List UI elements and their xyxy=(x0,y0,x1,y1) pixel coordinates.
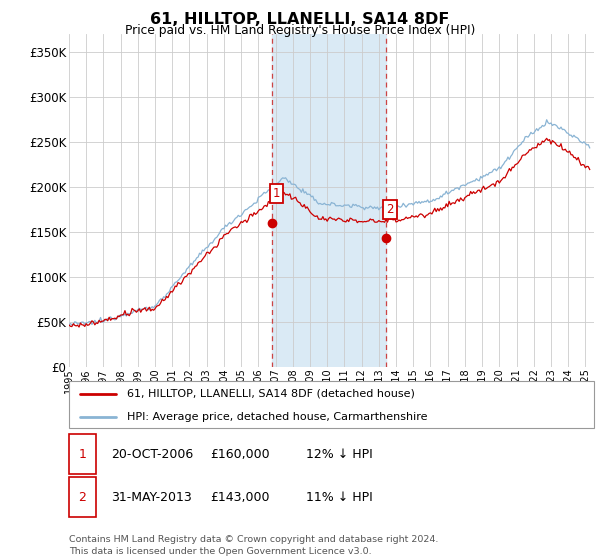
Text: 2: 2 xyxy=(386,203,394,216)
Bar xyxy=(272,34,386,367)
Text: 12% ↓ HPI: 12% ↓ HPI xyxy=(306,447,373,461)
Text: £160,000: £160,000 xyxy=(210,447,269,461)
Text: HPI: Average price, detached house, Carmarthenshire: HPI: Average price, detached house, Carm… xyxy=(127,412,427,422)
Text: This data is licensed under the Open Government Licence v3.0.: This data is licensed under the Open Gov… xyxy=(69,547,371,556)
Text: 61, HILLTOP, LLANELLI, SA14 8DF: 61, HILLTOP, LLANELLI, SA14 8DF xyxy=(151,12,449,27)
Text: Price paid vs. HM Land Registry's House Price Index (HPI): Price paid vs. HM Land Registry's House … xyxy=(125,24,475,36)
FancyBboxPatch shape xyxy=(69,381,594,428)
Text: Contains HM Land Registry data © Crown copyright and database right 2024.: Contains HM Land Registry data © Crown c… xyxy=(69,535,439,544)
Text: 61, HILLTOP, LLANELLI, SA14 8DF (detached house): 61, HILLTOP, LLANELLI, SA14 8DF (detache… xyxy=(127,389,415,399)
Text: 1: 1 xyxy=(272,188,280,200)
Text: 20-OCT-2006: 20-OCT-2006 xyxy=(111,447,193,461)
Text: 31-MAY-2013: 31-MAY-2013 xyxy=(111,491,192,504)
Text: 2: 2 xyxy=(79,491,86,504)
Text: 1: 1 xyxy=(79,447,86,461)
Text: 11% ↓ HPI: 11% ↓ HPI xyxy=(306,491,373,504)
Text: £143,000: £143,000 xyxy=(210,491,269,504)
